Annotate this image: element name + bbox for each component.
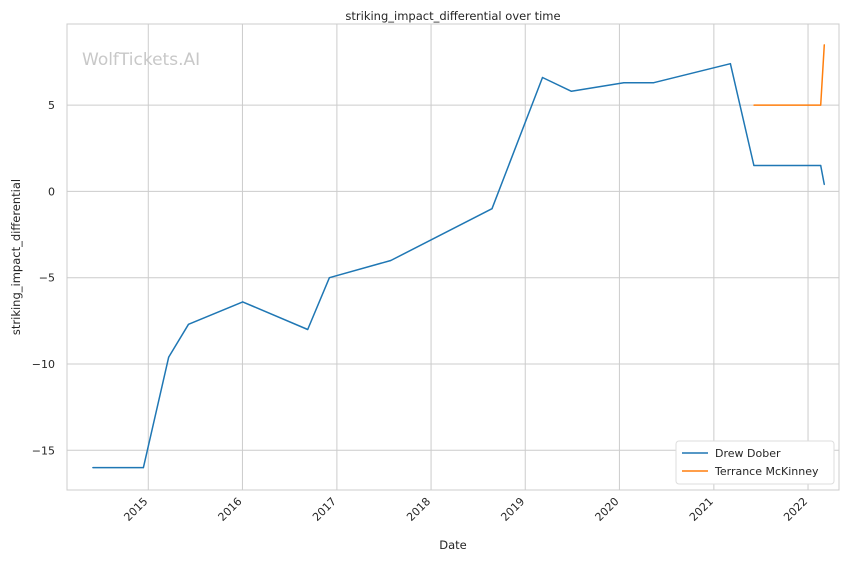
data-point bbox=[653, 82, 655, 84]
data-point bbox=[242, 301, 244, 303]
y-tick-label: 0 bbox=[48, 185, 55, 198]
data-point bbox=[570, 90, 573, 92]
y-tick-label: −15 bbox=[32, 444, 55, 457]
x-tick-label: 2015 bbox=[121, 495, 150, 524]
legend-box bbox=[675, 440, 835, 485]
legend-label-terrance-mckinney: Terrance McKinney bbox=[714, 465, 819, 478]
x-tick-label: 2018 bbox=[404, 495, 433, 524]
legend: Drew Dober Terrance McKinney bbox=[675, 440, 835, 485]
x-tick-label: 2017 bbox=[310, 495, 339, 524]
data-point bbox=[92, 467, 94, 469]
y-axis-label: striking_impact_differential bbox=[9, 179, 23, 335]
data-point bbox=[541, 76, 544, 79]
y-axis-ticks: −15 −10 −5 0 5 bbox=[32, 99, 55, 457]
data-point bbox=[823, 44, 825, 46]
y-tick-label: −10 bbox=[32, 358, 55, 371]
data-point bbox=[328, 277, 330, 279]
data-point bbox=[307, 328, 309, 331]
plot-area bbox=[66, 23, 840, 491]
series-layer bbox=[92, 44, 826, 469]
data-point bbox=[753, 104, 755, 106]
x-tick-label: 2021 bbox=[687, 495, 716, 524]
x-tick-label: 2020 bbox=[593, 495, 622, 524]
watermark: WolfTickets.AI bbox=[82, 50, 200, 70]
x-tick-label: 2019 bbox=[498, 495, 527, 524]
x-tick-label: 2022 bbox=[781, 495, 810, 524]
chart-title: striking_impact_differential over time bbox=[345, 9, 560, 23]
data-point bbox=[820, 164, 822, 167]
data-point bbox=[491, 208, 493, 210]
x-axis-label: Date bbox=[439, 538, 467, 552]
data-point bbox=[820, 104, 822, 106]
data-point bbox=[729, 63, 732, 65]
legend-label-drew-dober: Drew Dober bbox=[715, 447, 781, 460]
data-point bbox=[823, 183, 825, 186]
x-tick-label: 2016 bbox=[216, 495, 245, 524]
data-point bbox=[753, 164, 755, 167]
data-point bbox=[142, 467, 144, 469]
data-point bbox=[187, 323, 190, 325]
x-axis-ticks: 2015 2016 2017 2018 2019 2020 2021 2022 bbox=[121, 495, 810, 524]
y-tick-label: 5 bbox=[48, 99, 55, 112]
data-point bbox=[168, 356, 170, 358]
grid bbox=[67, 24, 839, 490]
data-point bbox=[623, 82, 625, 84]
data-point bbox=[390, 259, 392, 262]
y-tick-label: −5 bbox=[39, 272, 55, 285]
